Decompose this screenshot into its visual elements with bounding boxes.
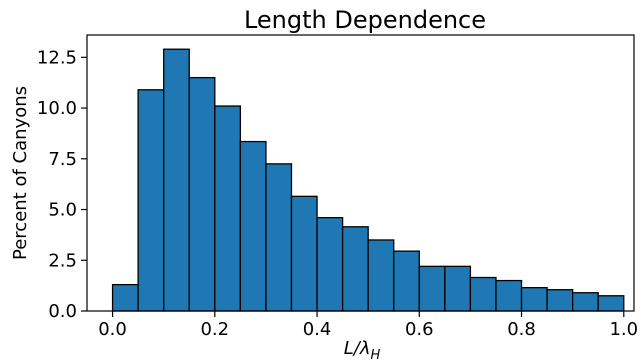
plot-frame [86, 34, 635, 312]
histogram-bar [546, 289, 574, 312]
histogram-bar [367, 239, 395, 312]
bars-group [111, 48, 625, 312]
histogram-bar [469, 276, 497, 312]
y-axis-label: Percent of Canyons [10, 86, 31, 260]
y-tick-label: 10.0 [37, 98, 77, 119]
histogram-bar [444, 265, 472, 312]
x-axis-label-subscript: H [370, 348, 380, 361]
histogram-bar [341, 226, 369, 312]
histogram-bar [188, 76, 216, 312]
x-tick-label: 0.4 [303, 319, 332, 340]
x-axis-label-main: L/λ [344, 338, 371, 359]
y-tick-label: 0.0 [48, 301, 77, 322]
x-tick-label: 0.6 [405, 319, 434, 340]
histogram-bar [111, 283, 139, 312]
histogram-bar [495, 279, 523, 312]
ticks-group: 0.0 0.2 0.4 0.6 0.8 1.0 0.0 2.5 5.0 7.5 10.0 12.5 [37, 47, 638, 340]
histogram-bar [265, 163, 293, 312]
histogram-bar [597, 295, 625, 312]
histogram-bar [137, 89, 165, 312]
histogram-bar [572, 292, 599, 312]
x-tick-label: 1.0 [609, 319, 638, 340]
chart-title: Length Dependence [244, 6, 486, 34]
histogram-bar [418, 265, 446, 312]
histogram-bar [393, 250, 420, 312]
y-tick-label: 7.5 [48, 149, 77, 170]
y-tick-label: 12.5 [37, 47, 77, 68]
y-tick-label: 5.0 [48, 200, 77, 221]
histogram-bar [163, 48, 190, 312]
x-tick-label: 0.2 [200, 319, 229, 340]
x-tick-label: 0.0 [98, 319, 127, 340]
y-tick-label: 2.5 [48, 250, 77, 271]
histogram-bar [239, 140, 267, 312]
histogram-bar [290, 195, 318, 312]
histogram-bar [520, 287, 548, 312]
histogram-bar [316, 216, 344, 312]
x-axis-label: L/λH [344, 338, 381, 361]
x-tick-label: 0.8 [507, 319, 536, 340]
histogram-bar [214, 105, 242, 312]
